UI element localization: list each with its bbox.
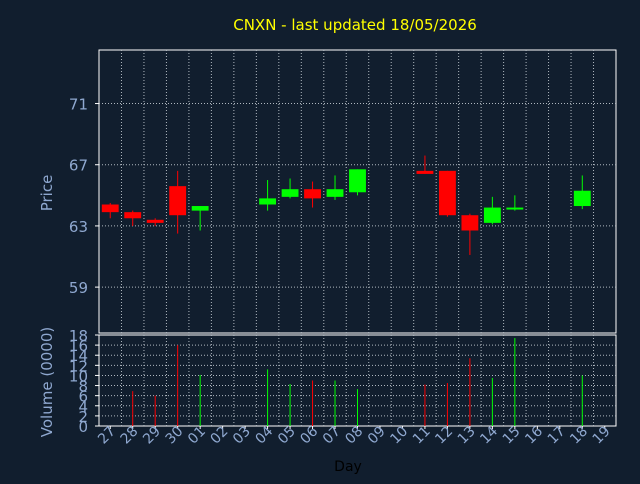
candle-body (438, 170, 456, 216)
candle-body (169, 186, 187, 216)
volume-tick-label: 6 (78, 388, 88, 406)
candle-body (191, 206, 209, 211)
x-tick-label: 17 (545, 424, 569, 448)
x-tick-label: 12 (432, 424, 456, 448)
volume-tick-label: 10 (69, 367, 88, 385)
price-panel-frame (98, 49, 617, 334)
volume-tick-label: 14 (69, 347, 88, 365)
x-axis-label: Day (334, 459, 362, 475)
candle-body (326, 189, 344, 197)
candle-body (416, 170, 434, 174)
x-tick-label: 18 (567, 424, 591, 448)
candle-body (349, 169, 366, 193)
x-tick-label: 13 (455, 424, 479, 448)
x-tick-label: 10 (387, 424, 411, 448)
x-tick-label: 28 (118, 424, 142, 448)
candle-body (304, 189, 321, 199)
candle-body (506, 207, 524, 210)
price-tick-label: 71 (69, 96, 88, 114)
volume-tick-label: 12 (69, 357, 88, 375)
candle-body (124, 212, 142, 219)
x-tick-label: 01 (185, 424, 209, 448)
candle-body (461, 215, 479, 231)
volume-tick-label: 0 (78, 418, 88, 436)
x-tick-label: 05 (275, 424, 299, 448)
x-tick-label: 14 (477, 423, 501, 447)
x-tick-label: 27 (95, 424, 119, 448)
x-tick-label: 09 (365, 424, 389, 448)
x-tick-label: 16 (522, 423, 546, 447)
price-tick-label: 59 (69, 279, 88, 297)
x-tick-label: 08 (342, 424, 366, 448)
x-tick-label: 03 (230, 424, 254, 448)
volume-axis-label: Volume (0000) (38, 327, 56, 437)
x-tick-label: 15 (500, 424, 524, 448)
candle-body (101, 204, 119, 213)
candle-body (573, 190, 591, 207)
x-tick-label: 19 (590, 424, 614, 448)
volume-tick-label: 2 (78, 408, 88, 426)
volume-tick-label: 8 (78, 378, 88, 396)
chart-title: CNXN - last updated 18/05/2026 (233, 16, 477, 34)
x-tick-label: 30 (163, 424, 187, 448)
x-tick-label: 11 (410, 424, 434, 448)
price-axis-label: Price (38, 175, 56, 212)
x-tick-label: 06 (297, 423, 321, 447)
candle-body (146, 219, 164, 223)
candle-body (259, 198, 277, 205)
x-tick-label: 07 (320, 424, 344, 448)
candle-body (483, 207, 501, 223)
candle-body (281, 189, 299, 197)
volume-tick-label: 18 (69, 327, 88, 345)
volume-tick-label: 16 (69, 337, 88, 355)
price-tick-label: 67 (69, 157, 88, 175)
price-tick-label: 63 (69, 218, 88, 236)
x-tick-label: 04 (252, 423, 276, 447)
volume-tick-label: 4 (78, 398, 88, 416)
x-tick-label: 02 (208, 424, 232, 448)
x-tick-label: 29 (140, 424, 164, 448)
